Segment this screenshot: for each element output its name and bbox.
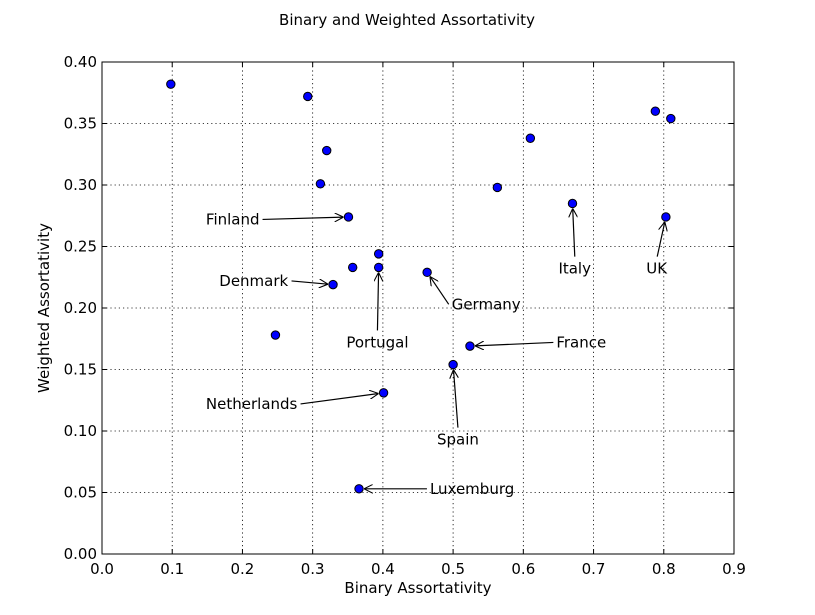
annotation-label-denmark: Denmark <box>219 272 288 290</box>
data-point <box>343 212 354 222</box>
annotation-labels: Finland Denmark Portugal Germany France Nethe… <box>206 210 668 497</box>
y-axis-label: Weighted Assortativity <box>35 223 53 393</box>
data-point <box>465 341 475 351</box>
data-point <box>270 330 281 340</box>
annotation-label-luxemburg: Luxemburg <box>430 480 514 498</box>
data-point <box>525 133 536 143</box>
y-tick-label: 0.30 <box>64 176 97 194</box>
data-point <box>650 106 661 116</box>
data-point <box>315 179 326 189</box>
data-point <box>373 262 384 273</box>
x-tick-label: 0.9 <box>722 560 746 578</box>
x-tick-label: 0.0 <box>90 560 114 578</box>
x-tick-label: 0.2 <box>231 560 255 578</box>
annotation-arrow-france <box>475 342 554 345</box>
annotation-label-france: France <box>556 333 606 351</box>
data-point <box>448 359 458 370</box>
x-tick-label: 0.3 <box>301 560 325 578</box>
annotation-arrow-finland <box>262 217 344 219</box>
y-tick-label: 0.20 <box>64 299 97 317</box>
data-point <box>354 484 364 494</box>
annotation-label-netherlands: Netherlands <box>206 395 298 413</box>
data-point <box>328 279 338 290</box>
annotation-arrow-netherlands <box>300 394 379 405</box>
y-tick-label: 0.40 <box>64 53 97 71</box>
axis-ticks: 0.0 0.1 0.2 0.3 0.4 0.5 0.6 0.7 0.8 0.9 0.00 0.05 0.… <box>64 53 746 578</box>
y-tick-label: 0.25 <box>64 238 97 256</box>
data-point <box>567 198 578 209</box>
data-point <box>373 249 384 259</box>
data-point <box>492 182 503 193</box>
x-tick-label: 0.6 <box>511 560 535 578</box>
y-tick-label: 0.05 <box>64 484 97 502</box>
data-point <box>166 79 176 89</box>
y-tick-label: 0.35 <box>64 115 97 133</box>
annotation-arrow-spain <box>453 370 457 428</box>
y-tick-label: 0.15 <box>64 361 97 379</box>
chart-title: Binary and Weighted Assortativity <box>279 11 535 29</box>
data-point <box>666 113 676 124</box>
annotation-label-spain: Spain <box>437 431 479 449</box>
annotation-arrow-germany <box>430 276 450 305</box>
data-point <box>303 91 313 102</box>
annotation-arrow-portugal <box>377 272 378 331</box>
x-tick-label: 0.5 <box>441 560 465 578</box>
y-tick-label: 0.00 <box>64 545 97 563</box>
y-tick-label: 0.10 <box>64 422 97 440</box>
annotation-arrow-denmark <box>291 281 329 284</box>
x-tick-label: 0.4 <box>371 560 395 578</box>
annotation-arrows <box>262 208 665 488</box>
annotation-label-italy: Italy <box>558 260 591 278</box>
data-point <box>422 267 432 278</box>
annotation-label-portugal: Portugal <box>346 333 408 351</box>
data-point <box>661 212 671 222</box>
data-point <box>378 388 389 398</box>
grid-lines <box>102 62 734 554</box>
annotation-arrow-uk <box>656 222 665 257</box>
x-tick-label: 0.7 <box>582 560 606 578</box>
x-tick-label: 0.1 <box>160 560 184 578</box>
x-tick-label: 0.8 <box>652 560 676 578</box>
data-points <box>166 79 676 494</box>
annotation-label-finland: Finland <box>206 210 260 228</box>
data-point <box>322 145 332 156</box>
x-axis-label: Binary Assortativity <box>344 579 491 597</box>
annotation-label-germany: Germany <box>452 295 521 313</box>
annotation-arrow-italy <box>573 208 575 257</box>
data-point <box>347 262 358 273</box>
annotation-label-uk: UK <box>646 260 668 278</box>
